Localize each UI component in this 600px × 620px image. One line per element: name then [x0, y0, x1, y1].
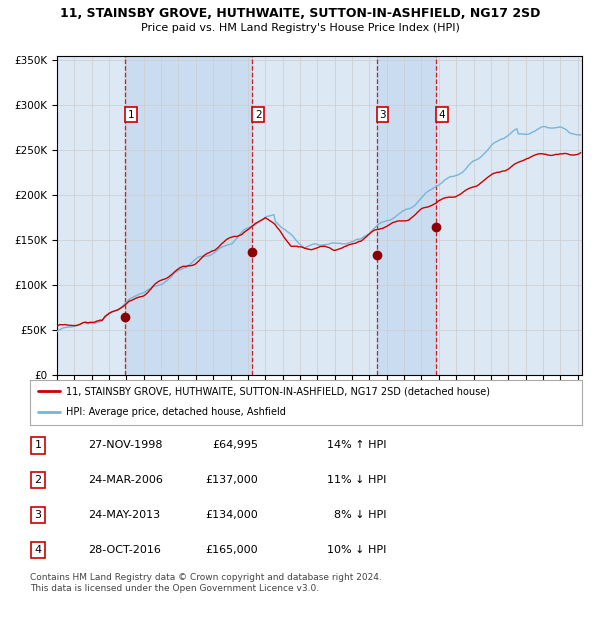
Text: 28-OCT-2016: 28-OCT-2016 — [88, 545, 161, 555]
Text: 14% ↑ HPI: 14% ↑ HPI — [327, 440, 387, 450]
Text: 4: 4 — [34, 545, 41, 555]
Text: 27-NOV-1998: 27-NOV-1998 — [88, 440, 163, 450]
Text: 10% ↓ HPI: 10% ↓ HPI — [328, 545, 387, 555]
Text: HPI: Average price, detached house, Ashfield: HPI: Average price, detached house, Ashf… — [66, 407, 286, 417]
Text: £134,000: £134,000 — [206, 510, 259, 520]
Text: 2: 2 — [255, 110, 262, 120]
Text: £137,000: £137,000 — [206, 475, 259, 485]
Text: 1: 1 — [128, 110, 134, 120]
Text: 11, STAINSBY GROVE, HUTHWAITE, SUTTON-IN-ASHFIELD, NG17 2SD (detached house): 11, STAINSBY GROVE, HUTHWAITE, SUTTON-IN… — [66, 386, 490, 396]
Text: 11, STAINSBY GROVE, HUTHWAITE, SUTTON-IN-ASHFIELD, NG17 2SD: 11, STAINSBY GROVE, HUTHWAITE, SUTTON-IN… — [60, 7, 540, 20]
Text: £64,995: £64,995 — [212, 440, 259, 450]
Text: 24-MAY-2013: 24-MAY-2013 — [88, 510, 160, 520]
Text: Contains HM Land Registry data © Crown copyright and database right 2024.
This d: Contains HM Land Registry data © Crown c… — [30, 574, 382, 593]
Text: 2: 2 — [34, 475, 41, 485]
Bar — [377, 56, 436, 375]
Text: 8% ↓ HPI: 8% ↓ HPI — [334, 510, 387, 520]
Text: 1: 1 — [34, 440, 41, 450]
Bar — [125, 56, 252, 375]
Text: 11% ↓ HPI: 11% ↓ HPI — [328, 475, 387, 485]
Text: £165,000: £165,000 — [206, 545, 259, 555]
Text: Price paid vs. HM Land Registry's House Price Index (HPI): Price paid vs. HM Land Registry's House … — [140, 23, 460, 33]
Text: 3: 3 — [34, 510, 41, 520]
Text: 24-MAR-2006: 24-MAR-2006 — [88, 475, 163, 485]
Text: 4: 4 — [439, 110, 445, 120]
Text: 3: 3 — [379, 110, 386, 120]
